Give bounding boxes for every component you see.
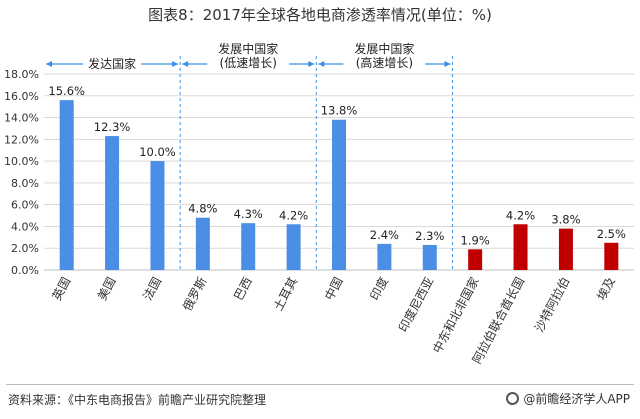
bar xyxy=(558,228,573,270)
x-tick-label: 法国 xyxy=(140,275,164,303)
y-tick-label: 16.0% xyxy=(4,90,39,103)
bar xyxy=(422,244,437,270)
y-tick-label: 4.0% xyxy=(11,220,39,233)
chart-title: 图表8：2017年全球各地电商渗透率情况(单位：%) xyxy=(148,6,492,24)
group-arrow-right-icon xyxy=(308,61,315,67)
source-note: 资料来源：《中东电商报告》前瞻产业研究院整理 xyxy=(8,393,267,407)
data-label: 2.3% xyxy=(415,229,444,243)
group-label-bg xyxy=(349,42,420,56)
x-tick-label: 巴西 xyxy=(231,275,255,303)
group-label: 发达国家 xyxy=(88,56,136,71)
group-label-bg xyxy=(83,57,142,71)
y-tick-label: 0.0% xyxy=(11,264,39,277)
group-label: 发展中国家 xyxy=(354,41,414,56)
data-label: 15.6% xyxy=(48,84,85,98)
x-tick-label: 中国 xyxy=(321,274,346,302)
x-tick-label: 埃及 xyxy=(594,275,618,303)
y-tick-label: 10.0% xyxy=(4,155,39,168)
x-tick-label: 印度尼西亚 xyxy=(395,274,436,334)
bar xyxy=(59,100,74,270)
y-axis: 0.0% 2.0% 4.0% 6.0% 8.0% 10.0% 12.0% 14.0% 16.0%… xyxy=(4,68,634,277)
bars xyxy=(59,100,619,270)
data-label: 4.8% xyxy=(188,202,217,216)
x-tick-label: 土耳其 xyxy=(271,275,300,313)
data-label: 4.2% xyxy=(279,208,308,222)
data-label: 2.5% xyxy=(597,227,626,241)
y-tick-label: 8.0% xyxy=(11,177,39,190)
bar xyxy=(332,119,346,270)
group-label-bg xyxy=(343,56,426,70)
bar xyxy=(468,249,483,270)
data-label: 10.0% xyxy=(139,145,176,159)
bar xyxy=(105,136,120,270)
x-tick-label: 俄罗斯 xyxy=(180,275,209,313)
y-tick-label: 6.0% xyxy=(11,199,39,212)
group-arrow-right-icon xyxy=(172,61,179,67)
group-label-bg xyxy=(213,42,284,56)
group-arrow-left-icon xyxy=(46,61,52,67)
brand-logo-icon xyxy=(506,392,520,405)
y-tick-label: 14.0% xyxy=(4,112,39,125)
group-arrow-right-icon xyxy=(444,61,451,67)
brand-credit: @前瞻经济学人APP xyxy=(506,390,630,407)
group-label-bg xyxy=(207,56,290,70)
data-label: 4.3% xyxy=(234,207,263,221)
group-arrow-left-icon xyxy=(318,61,325,67)
x-tick-label: 中东和北非国家 xyxy=(429,274,482,355)
y-tick-label: 12.0% xyxy=(4,133,39,146)
x-tick-label: 英国 xyxy=(50,275,74,303)
bar xyxy=(286,224,301,270)
data-label: 2.4% xyxy=(370,228,399,242)
bar xyxy=(150,161,165,270)
bar xyxy=(195,217,210,270)
value-labels: 15.6% 12.3% 10.0% 4.8% 4.3% 4.2% 13.8% 2.4% 2.3%… xyxy=(48,84,626,247)
data-label: 12.3% xyxy=(94,120,131,134)
group-label: (高速增长) xyxy=(356,55,413,70)
bar xyxy=(377,243,392,270)
bar xyxy=(241,223,256,270)
x-tick-label: 印度 xyxy=(367,274,392,302)
bar xyxy=(513,224,528,270)
x-tick-label: 沙特阿拉伯 xyxy=(531,274,572,334)
bar-chart: 0.0% 2.0% 4.0% 6.0% 8.0% 10.0% 12.0% 14.0% 16.0%… xyxy=(4,41,634,366)
brand-text: @前瞻经济学人APP xyxy=(523,392,630,406)
bar xyxy=(604,242,619,270)
x-tick-label: 美国 xyxy=(95,275,119,303)
group-label: (低速增长) xyxy=(220,56,277,70)
footer-divider xyxy=(6,384,634,385)
group-arrow-left-icon xyxy=(182,61,189,67)
group-label: 发展中国家 xyxy=(218,41,278,56)
data-label: 13.8% xyxy=(321,104,358,118)
y-tick-label: 2.0% xyxy=(11,242,39,255)
data-label: 3.8% xyxy=(551,213,580,227)
y-tick-label: 18.0% xyxy=(4,68,39,81)
data-label: 4.2% xyxy=(506,208,535,222)
data-label: 1.9% xyxy=(461,233,490,247)
